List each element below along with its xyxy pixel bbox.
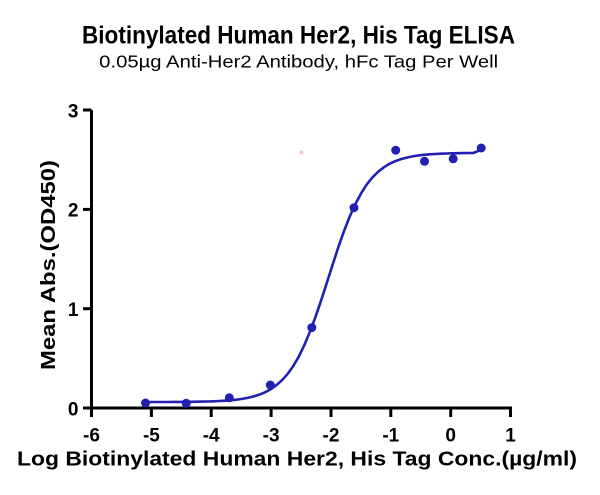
svg-text:-5: -5 (143, 426, 160, 447)
svg-text:0: 0 (445, 426, 456, 447)
svg-text:-6: -6 (83, 426, 100, 447)
svg-text:-2: -2 (323, 426, 340, 447)
svg-text:0.05µg Anti-Her2 Antibody, hFc: 0.05µg Anti-Her2 Antibody, hFc Tag Per W… (99, 51, 498, 71)
svg-text:-4: -4 (203, 426, 220, 447)
svg-text:-1: -1 (382, 426, 399, 447)
svg-text:Log Biotinylated Human Her2, H: Log Biotinylated Human Her2, His Tag Con… (17, 449, 577, 471)
svg-text:1: 1 (68, 300, 79, 321)
svg-text:0: 0 (68, 399, 79, 420)
svg-text:Mean Abs.(OD450): Mean Abs.(OD450) (38, 160, 60, 370)
svg-text:2: 2 (68, 201, 79, 222)
svg-text:1: 1 (505, 426, 516, 447)
svg-text:Biotinylated Human Her2, His T: Biotinylated Human Her2, His Tag ELISA (82, 21, 515, 49)
svg-text:-3: -3 (263, 426, 280, 447)
svg-text:3: 3 (68, 101, 79, 122)
